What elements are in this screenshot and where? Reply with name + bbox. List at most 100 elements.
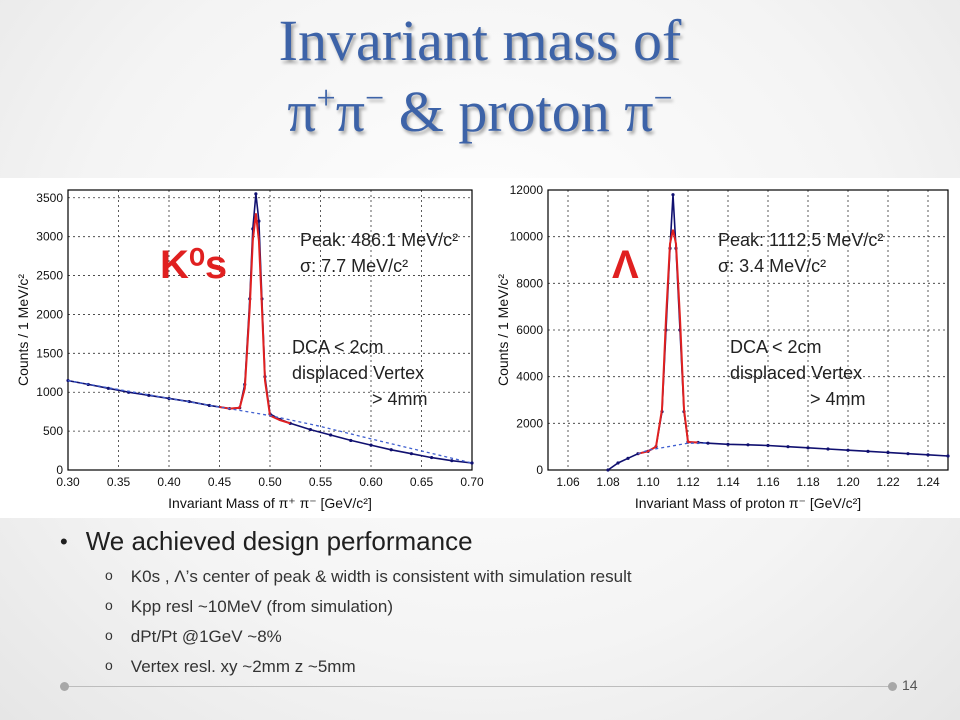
data-point [147, 393, 151, 397]
data-point [926, 453, 930, 457]
data-point [886, 450, 890, 455]
x-tick-label: 0.45 [208, 475, 232, 489]
x-axis-label: Invariant Mass of proton π⁻ [GeV/c²] [635, 495, 861, 511]
sigma-annotation: σ: 7.7 MeV/c² [300, 256, 408, 276]
x-tick-label: 1.06 [556, 475, 580, 489]
sub-bullet: o Vertex resl. xy ~2mm z ~5mm [105, 657, 940, 677]
y-axis-label: Counts / 1 MeV/c² [15, 274, 31, 386]
data-point [746, 443, 750, 447]
plots-svg: 0.30 0.35 0.40 0.45 0.50 0.55 0.60 0.65 0.70 0 500… [15, 183, 950, 511]
x-tick-label: 1.08 [596, 475, 620, 489]
footer-left-dot [60, 682, 69, 691]
y-tick-label: 10000 [510, 230, 544, 244]
peak-annotation: Peak: 1112.5 MeV/c² [718, 230, 883, 250]
y-tick-label: 0 [56, 463, 63, 477]
y-axis-label: Counts / 1 MeV/c² [495, 274, 511, 386]
footer-right-dot [888, 682, 897, 691]
data-point [726, 442, 730, 446]
data-point [409, 452, 413, 456]
x-tick-label: 1.24 [916, 475, 940, 489]
footer-divider [64, 686, 894, 687]
plot-frame [547, 189, 949, 471]
data-point [866, 449, 870, 453]
data-point [257, 219, 261, 223]
background-fit-line [67, 379, 473, 464]
x-tick-label: 0.65 [410, 475, 434, 489]
sub-bullet: o K0s , Λ’s center of peak & width is con… [105, 567, 940, 587]
y-tick-label: 2500 [36, 269, 63, 283]
slide-title-line2: π+π− & proton π− [287, 79, 673, 144]
y-tick-label: 1500 [36, 346, 63, 360]
data-point [606, 468, 610, 472]
y-tick-label: 2000 [36, 307, 63, 321]
data-point [470, 461, 474, 465]
data-point [254, 192, 258, 196]
x-tick-label: 0.30 [56, 475, 80, 489]
x-tick-label: 1.20 [836, 475, 860, 489]
data-point [946, 454, 950, 458]
y-tick-label: 4000 [516, 370, 543, 384]
x-tick-label: 1.12 [676, 475, 700, 489]
cut-annotation: DCA < 2cm [292, 337, 384, 357]
data-point [106, 386, 110, 390]
data-point [389, 448, 393, 452]
y-tick-label: 3000 [36, 230, 63, 244]
slide-title-line1: Invariant mass of [278, 8, 682, 73]
data-point [308, 427, 312, 432]
y-tick-label: 3500 [36, 191, 63, 205]
sigma-annotation: σ: 3.4 MeV/c² [718, 256, 826, 276]
data-point [766, 443, 770, 448]
fit-curve-line [637, 229, 699, 455]
cut-annotation: displaced Vertex [730, 363, 862, 383]
bullet-dot-icon: • [60, 528, 68, 554]
data-point [207, 403, 211, 408]
x-tick-label: 0.40 [157, 475, 181, 489]
x-tick-label: 1.10 [636, 475, 660, 489]
data-point [906, 452, 910, 456]
y-tick-label: 0 [536, 463, 543, 477]
data-point [671, 193, 675, 197]
cut-annotation: > 4mm [372, 389, 428, 409]
plot-frame [67, 189, 473, 471]
x-tick-label: 0.55 [309, 475, 333, 489]
y-tick-label: 6000 [516, 323, 543, 337]
x-tick-label: 1.22 [876, 475, 900, 489]
sub-bullet-marker: o [105, 657, 113, 673]
sub-bullet-text: Kpp resl ~10MeV (from simulation) [130, 597, 393, 616]
invariant-mass-figure: 0.30 0.35 0.40 0.45 0.50 0.55 0.60 0.65 0.70 0 500… [0, 178, 960, 518]
data-point [806, 446, 810, 450]
particle-label: K⁰s [160, 243, 227, 287]
chart-0: 0.30 0.35 0.40 0.45 0.50 0.55 0.60 0.65 0.70 0 500… [15, 189, 484, 511]
data-point [369, 443, 373, 447]
x-tick-label: 0.50 [258, 475, 282, 489]
background-fit-line [637, 442, 708, 455]
sub-bullet: o Kpp resl ~10MeV (from simulation) [105, 597, 940, 617]
data-point [826, 447, 830, 451]
bullet-list: • We achieved design performance o K0s , … [60, 526, 940, 677]
sub-bullet-text: Vertex resl. xy ~2mm z ~5mm [130, 657, 356, 676]
data-point [349, 438, 353, 443]
main-bullet-text: We achieved design performance [85, 526, 473, 556]
sub-bullet-marker: o [105, 567, 113, 583]
data-point [430, 455, 434, 460]
sub-bullet: o dPt/Pt @1GeV ~8% [105, 627, 940, 647]
data-point [786, 445, 790, 449]
cut-annotation: displaced Vertex [292, 363, 424, 383]
sub-bullet-text: dPt/Pt @1GeV ~8% [130, 627, 282, 646]
data-point [846, 448, 850, 452]
chart-1: 1.06 1.08 1.10 1.12 1.14 1.16 1.18 1.20 1.22 1.24… [495, 183, 950, 511]
x-tick-label: 1.16 [756, 475, 780, 489]
x-tick-label: 0.35 [107, 475, 131, 489]
sub-bullet-text: K0s , Λ’s center of peak & width is cons… [130, 567, 632, 586]
data-point [706, 441, 710, 445]
sub-bullet-marker: o [105, 597, 113, 613]
particle-label: Λ [612, 243, 639, 287]
x-tick-label: 1.18 [796, 475, 820, 489]
data-point [329, 433, 333, 437]
sub-bullet-marker: o [105, 627, 113, 643]
y-tick-label: 8000 [516, 276, 543, 290]
cut-annotation: DCA < 2cm [730, 337, 822, 357]
peak-annotation: Peak: 486.1 MeV/c² [300, 230, 458, 250]
x-tick-label: 0.60 [359, 475, 383, 489]
main-bullet: • We achieved design performance [60, 526, 940, 557]
